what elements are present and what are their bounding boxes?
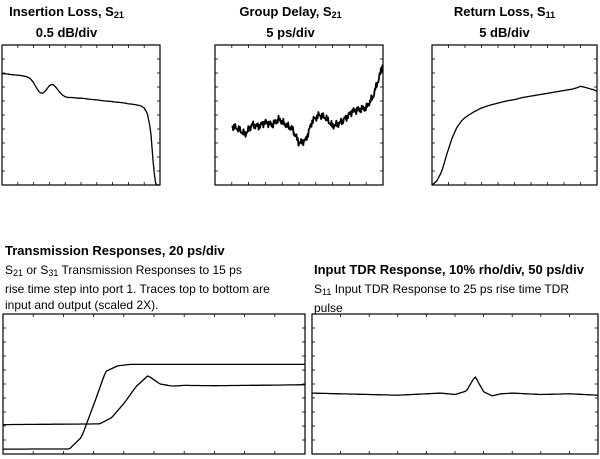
- tdr-desc-a: S: [314, 282, 323, 296]
- return-loss-trace: [431, 85, 598, 186]
- group-delay-trace: [231, 64, 384, 147]
- transmission-desc-a: S: [5, 263, 14, 277]
- transmission-desc-line3: input and output (scaled 2X).: [5, 298, 159, 312]
- transmission-trace-2: [3, 375, 305, 426]
- tdr-description: S11 Input TDR Response to 25 ps rise tim…: [314, 281, 599, 316]
- transmission-title: Transmission Responses, 20 ps/div: [5, 243, 225, 258]
- group-delay-frame: [214, 44, 384, 186]
- return-loss-frame: [431, 44, 598, 186]
- transmission-trace-1: [3, 363, 305, 450]
- insertion-loss-frame: [1, 44, 161, 186]
- return-loss-scale: 5 dB/div: [479, 25, 530, 40]
- tdr-title: Input TDR Response, 10% rho/div, 50 ps/d…: [314, 262, 584, 277]
- insertion-scale: 0.5 dB/div: [35, 25, 98, 40]
- transmission-description: S21 or S31 Transmission Responses to 15 …: [5, 262, 305, 313]
- transmission-desc-line2: rise time step into port 1. Traces top t…: [5, 282, 270, 296]
- group-delay-title: Group Delay, S21 5 ps/div: [221, 3, 360, 41]
- transmission-desc-b-sub: 31: [48, 268, 59, 278]
- tdr-trace: [312, 376, 599, 397]
- insertion-title-sub: 21: [113, 10, 124, 20]
- tdr-desc-line1: Input TDR Response to 25 ps rise time TD…: [331, 282, 570, 296]
- transmission-desc-b: or S: [23, 263, 49, 277]
- return-loss-title: Return Loss, S11 5 dB/div: [432, 3, 577, 41]
- insertion-title-text: Insertion Loss, S: [9, 4, 114, 19]
- transmission-frame: [2, 313, 306, 455]
- group-delay-scale: 5 ps/div: [266, 25, 315, 40]
- tdr-frame: [311, 313, 599, 455]
- transmission-desc-line1: Transmission Responses to 15 ps: [58, 263, 242, 277]
- return-loss-title-sub: 11: [545, 10, 556, 20]
- group-delay-title-sub: 21: [331, 10, 342, 20]
- return-loss-title-text: Return Loss, S: [453, 4, 546, 19]
- transmission-desc-a-sub: 21: [13, 268, 24, 278]
- tdr-desc-line2: pulse: [314, 301, 343, 315]
- insertion-loss-title: Insertion Loss, S21 0.5 dB/div: [0, 3, 133, 41]
- group-delay-title-text: Group Delay, S: [239, 4, 332, 19]
- tdr-desc-a-sub: 11: [322, 287, 332, 297]
- insertion-loss-trace: [2, 73, 160, 186]
